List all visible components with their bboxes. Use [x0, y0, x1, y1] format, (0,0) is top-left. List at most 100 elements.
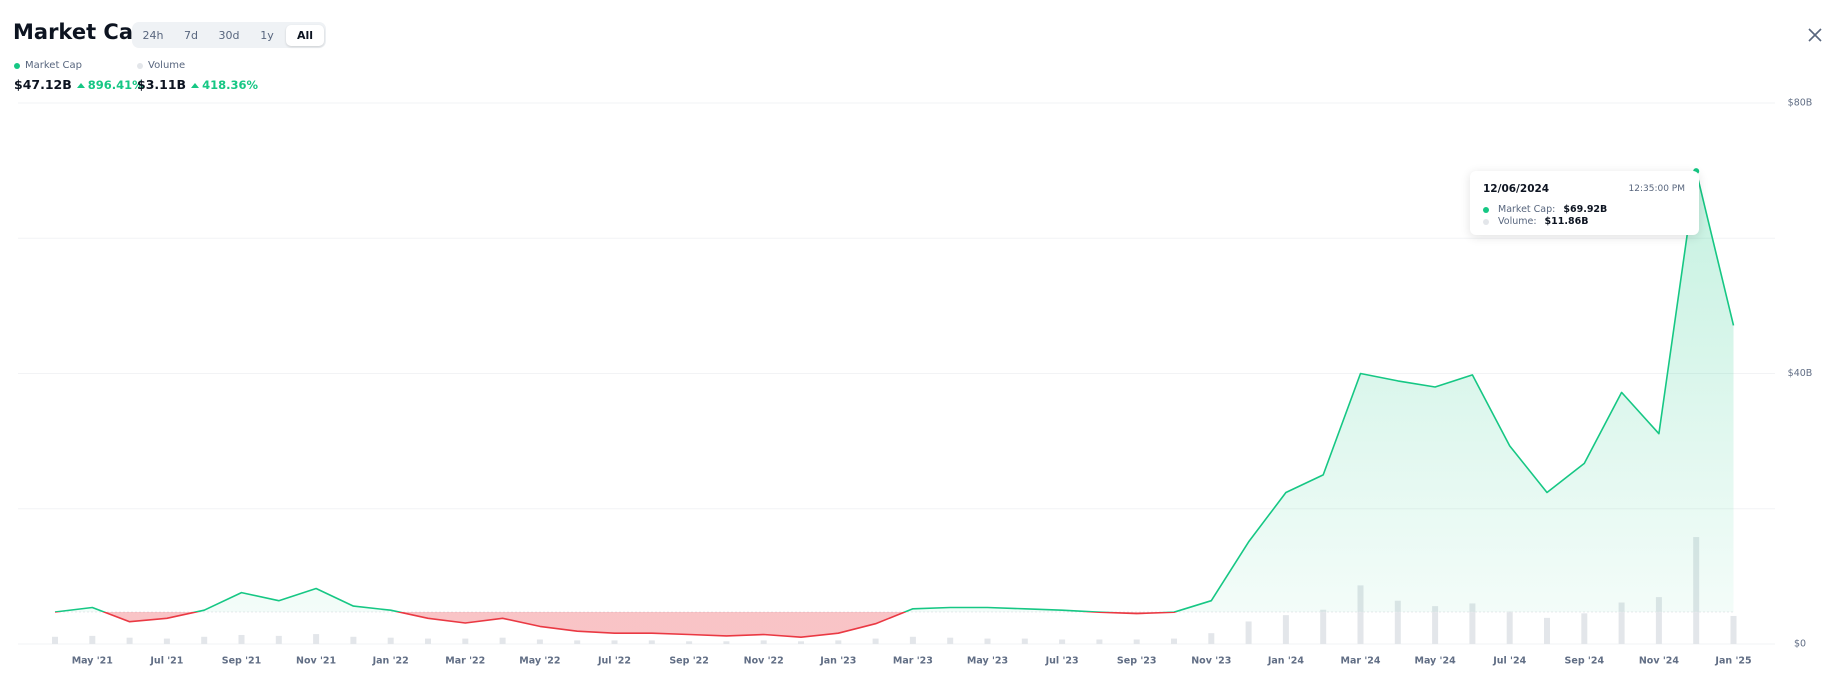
x-tick-label: Sep '23 — [1117, 656, 1157, 667]
legend-dot — [14, 62, 20, 69]
x-tick-label: Sep '24 — [1565, 656, 1605, 667]
tooltip: 12/06/2024 12:35:00 PM Market Cap: $69.92… — [1470, 171, 1699, 235]
volume-bar — [984, 638, 991, 644]
x-tick-label: Jan '24 — [1267, 656, 1305, 667]
volume-bar — [1320, 609, 1327, 644]
volume-bar — [1469, 603, 1476, 644]
volume-bar — [462, 638, 469, 644]
tooltip-date: 12/06/2024 — [1483, 183, 1550, 195]
x-tick-label: Nov '24 — [1639, 656, 1679, 667]
stat-value: $47.12B — [14, 77, 72, 92]
volume-bar — [760, 640, 767, 644]
volume-bar — [798, 641, 804, 644]
x-tick-label: Jul '24 — [1492, 656, 1526, 667]
tooltip-value: $69.92B — [1563, 204, 1608, 215]
volume-bar — [89, 635, 96, 644]
stat-change: 418.36% — [191, 78, 258, 92]
x-tick-label: May '23 — [967, 656, 1008, 667]
volume-bar — [611, 640, 618, 644]
volume-bar — [1059, 639, 1066, 644]
y-tick-label: $80B — [1788, 98, 1813, 109]
volume-bar — [1432, 606, 1439, 644]
stat: $47.12B 896.41% — [14, 77, 144, 92]
x-tick-label: Nov '22 — [744, 656, 784, 667]
range-button[interactable]: 7d — [184, 28, 198, 42]
line — [54, 170, 1735, 638]
title: Market Cap — [13, 20, 149, 44]
volume-bar — [1133, 639, 1140, 644]
range-button[interactable]: 24h — [142, 28, 164, 42]
volume-bar — [1730, 615, 1737, 644]
tooltip-row: Market Cap: $69.92B — [1483, 204, 1607, 215]
legend-item: Market Cap — [14, 60, 82, 71]
x-tick-label: May '24 — [1414, 656, 1456, 667]
volume-bar — [909, 636, 916, 644]
x-tick-label: May '22 — [519, 656, 560, 667]
x-tick-label: Nov '23 — [1191, 656, 1231, 667]
range-button[interactable]: All — [286, 24, 324, 46]
volume-bar — [1581, 613, 1588, 644]
volume-bar — [686, 641, 693, 644]
volume-bar — [1655, 597, 1662, 644]
range-button[interactable]: 30d — [218, 28, 240, 42]
legend-label: Volume — [148, 60, 186, 71]
tooltip-dot — [1483, 206, 1489, 213]
volume-bar — [1544, 617, 1550, 644]
x-tick-label: Jan '23 — [819, 656, 856, 667]
range-selector: 24h 7d 30d 1y All — [132, 22, 326, 48]
volume-bar — [1208, 633, 1215, 644]
volume-bar — [52, 636, 58, 644]
tooltip-dot — [1483, 218, 1489, 225]
volume-bar — [872, 638, 879, 644]
y-tick-label: $40B — [1788, 368, 1813, 379]
legend-dot — [137, 62, 143, 69]
volume-bar — [1394, 600, 1401, 644]
tooltip-label: Volume: — [1498, 216, 1537, 227]
volume-bar — [313, 634, 320, 644]
volume-bar — [350, 636, 357, 644]
volume-bar — [723, 641, 730, 644]
volume-bar — [1096, 639, 1103, 644]
x-tick-label: Jan '25 — [1714, 656, 1751, 667]
x-tick-label: Mar '24 — [1341, 656, 1381, 667]
volume-bar — [387, 637, 394, 644]
stat-change: 896.41% — [77, 78, 144, 92]
tooltip-row: Volume: $11.86B — [1483, 216, 1588, 227]
volume-bar — [1245, 621, 1252, 644]
volume-bar — [275, 635, 282, 644]
volume-bar — [163, 638, 170, 644]
x-tick-label: May '21 — [72, 656, 113, 667]
volume-bar — [1282, 615, 1289, 644]
legend-label: Market Cap — [25, 60, 83, 71]
volume-bar — [1171, 638, 1177, 644]
volume-bar — [425, 638, 431, 644]
tooltip-time: 12:35:00 PM — [1628, 184, 1685, 194]
volume-bar — [126, 637, 133, 644]
x-tick-label: Mar '22 — [445, 656, 485, 667]
range-button[interactable]: 1y — [260, 28, 274, 42]
area — [55, 171, 1734, 638]
tooltip-value: $11.86B — [1544, 216, 1589, 227]
x-tick-label: Jul '21 — [149, 656, 183, 667]
volume-bar — [238, 634, 245, 644]
volume-bar — [201, 636, 208, 644]
volume-bar — [574, 640, 581, 644]
volume-bar — [1357, 585, 1364, 644]
x-tick-label: Nov '21 — [296, 656, 336, 667]
x-tick-label: Sep '22 — [669, 656, 709, 667]
volume-bar — [648, 640, 655, 644]
legend-item: Volume — [137, 60, 185, 71]
close-button[interactable] — [1806, 26, 1824, 44]
x-tick-label: Jul '23 — [1045, 656, 1079, 667]
x-tick-label: Sep '21 — [222, 656, 262, 667]
x-tick-label: Jan '22 — [372, 656, 409, 667]
volume-bar — [835, 640, 842, 644]
volume-bar — [947, 637, 954, 644]
y-tick-label: $0 — [1794, 639, 1806, 650]
stat-value: $3.11B — [137, 77, 187, 92]
volume-bar — [499, 637, 506, 644]
tooltip-label: Market Cap: — [1498, 204, 1556, 215]
volume-bar — [1618, 602, 1625, 644]
